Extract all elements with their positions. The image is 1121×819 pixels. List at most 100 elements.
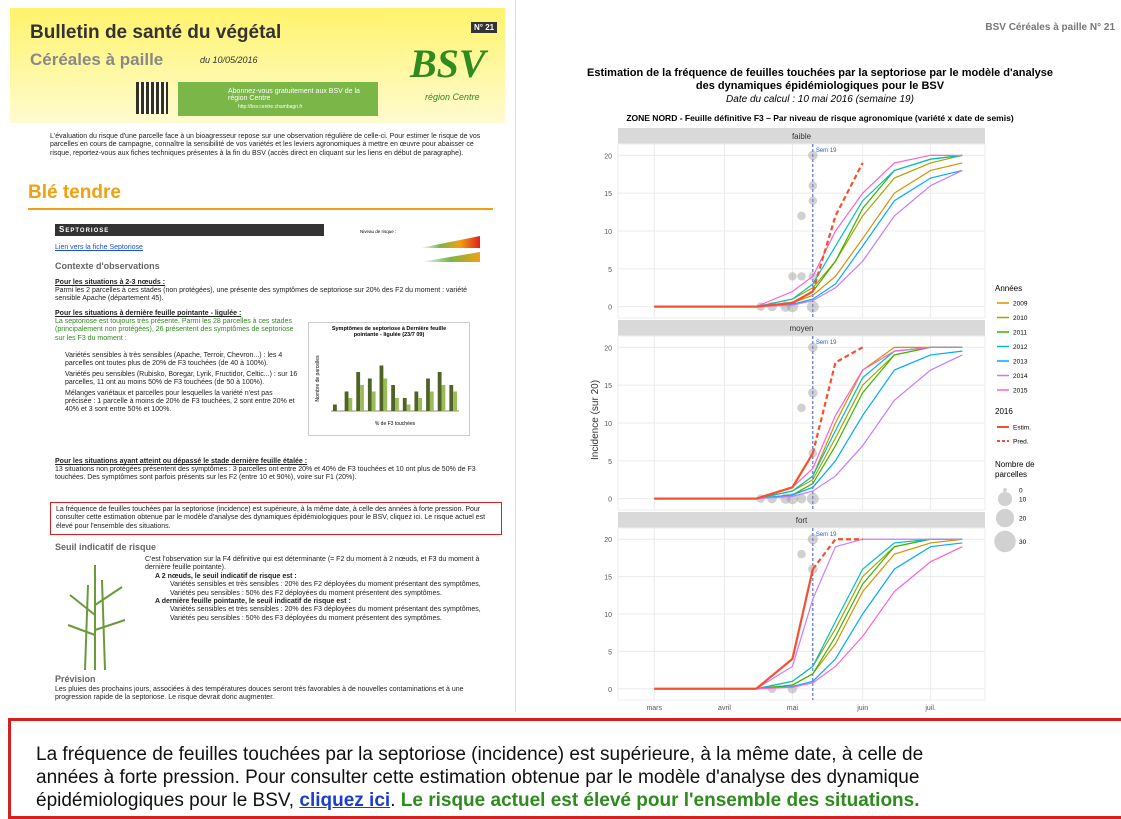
bar (395, 398, 399, 411)
pest-link[interactable]: Lien vers la fiche Septoriose (55, 244, 143, 252)
y-tick-label: 0 (608, 687, 612, 694)
legend-title: Années (995, 284, 1022, 293)
y-tick-label: 0 (608, 497, 612, 504)
y-tick-label: 10 (604, 421, 612, 428)
bar (430, 392, 434, 412)
bar (418, 398, 422, 411)
callout-emphasis: Le risque actuel est élevé pour l'ensemb… (401, 790, 920, 811)
x-tick-label: mai (787, 705, 799, 712)
x-tick-label: mars (646, 705, 662, 712)
banner: Abonnez-vous gratuitement aux BSV de la … (178, 82, 378, 116)
y-tick-label: 15 (604, 575, 612, 582)
bar (442, 385, 446, 411)
mini-chart-title: Symptômes de septoriose à Dernière feuil… (329, 326, 449, 338)
size-key (998, 492, 1012, 506)
bullet: Variétés sensibles à très sensibles (Apa… (65, 352, 300, 369)
wheat-illustration (60, 555, 130, 670)
bar (453, 392, 457, 412)
subheading: Prévision (55, 674, 96, 684)
bar (368, 379, 372, 412)
parcel-point (808, 151, 818, 161)
threshold-item: Variétés sensibles et très sensibles : 2… (170, 581, 485, 589)
callout-link[interactable]: cliquez ici (299, 790, 390, 811)
y-tick-label: 5 (608, 267, 612, 274)
risk-label: Niveau de risque : (360, 229, 396, 234)
size-key (1003, 488, 1007, 492)
legend-label: 2010 (1013, 315, 1028, 322)
para: La septoriose est toujours très présente… (55, 318, 300, 343)
legend-label: 0 (1019, 488, 1023, 495)
callout-text: épidémiologiques pour le BSV, (36, 790, 299, 811)
bar (383, 379, 387, 412)
parcel-point (808, 534, 818, 544)
banner-url: http://bsv.centre.chambagri.fr (238, 104, 378, 110)
legend-label: 20 (1019, 516, 1027, 523)
legend-title-line: Nombre de (995, 460, 1035, 469)
legend-title: Nombre deparcelles (995, 460, 1035, 479)
page: {"document":{ "header":{"title":"Bulleti… (0, 0, 1121, 819)
callout-text: . (390, 790, 401, 811)
parcel-point (797, 550, 806, 559)
bar (426, 379, 430, 412)
chart-title: Estimation de la fréquence de feuilles t… (587, 67, 1053, 79)
legend-label: 2015 (1013, 388, 1028, 395)
mini-x-label: % de F3 touchées (375, 421, 416, 427)
parcel-point (809, 196, 818, 205)
panel-label: faible (792, 132, 812, 141)
logo-sub: région Centre (425, 92, 480, 102)
y-tick-label: 5 (608, 459, 612, 466)
parcel-point (808, 343, 818, 353)
callout-line: années à forte pression. Pour consulter … (36, 766, 1121, 789)
bar (356, 372, 360, 411)
threshold-item: Variétés peu sensibles : 50% des F2 dépl… (170, 590, 485, 598)
legend-title-line: parcelles (995, 470, 1027, 479)
para: 13 situations non protégées présentent d… (55, 466, 485, 483)
legend-label: 2009 (1013, 301, 1028, 308)
para: Les pluies des prochains jours, associée… (55, 686, 485, 703)
subheading: Seuil indicatif de risque (55, 542, 156, 552)
parcel-point (809, 181, 818, 190)
parcel-point (808, 388, 818, 398)
parcel-point (797, 404, 806, 413)
legend-label: 2014 (1013, 373, 1028, 380)
y-tick-label: 20 (604, 345, 612, 352)
y-tick-label: 20 (604, 153, 612, 160)
threshold-item: A 2 nœuds, le seuil indicatif de risque … (155, 573, 485, 581)
threshold-item: Variétés sensibles et très sensibles : 2… (170, 606, 485, 614)
legend-label: 10 (1019, 497, 1027, 504)
size-key (996, 509, 1014, 527)
week-label: Sem 19 (816, 340, 837, 346)
subheading: Contexte d'observations (55, 261, 160, 271)
panel-label: fort (796, 516, 808, 525)
mini-y-label: Nombre de parcelles (315, 355, 321, 402)
parcel-point (788, 272, 797, 281)
risk-gauge (420, 236, 480, 248)
callout-line: épidémiologiques pour le BSV, cliquez ic… (36, 789, 1121, 812)
parcel-point (797, 212, 806, 221)
bar (333, 405, 337, 412)
doc-title: Bulletin de santé du végétal (30, 22, 281, 44)
risk-gauge (420, 252, 480, 262)
threshold-item: A dernière feuille pointante, le seuil i… (155, 598, 485, 606)
threshold-item: C'est l'observation sur la F4 définitive… (145, 556, 485, 573)
bullet-list: Variétés sensibles à très sensibles (Apa… (65, 352, 300, 415)
document-page: Bulletin de santé du végétal N° 21 Céréa… (0, 0, 516, 712)
y-tick-label: 0 (608, 305, 612, 312)
bullet: Mélanges variétaux et parcelles pour les… (65, 390, 300, 415)
y-tick-label: 10 (604, 229, 612, 236)
y-tick-label: 5 (608, 649, 612, 656)
legend-title: 2016 (995, 407, 1013, 416)
panel-label: moyen (789, 324, 813, 333)
banner-text: Abonnez-vous gratuitement aux BSV de la … (228, 88, 368, 102)
logo: BSV (410, 40, 486, 87)
qr-code (136, 82, 168, 114)
section-rule (28, 208, 493, 210)
y-tick-label: 15 (604, 383, 612, 390)
section-title: Blé tendre (28, 182, 121, 204)
legend-label: Pred. (1013, 439, 1029, 446)
week-label: Sem 19 (816, 148, 837, 154)
bar (345, 392, 349, 412)
bullet: Variétés peu sensibles (Rubisko, Boregar… (65, 371, 300, 388)
parcel-point (807, 493, 819, 505)
y-tick-label: 20 (604, 537, 612, 544)
